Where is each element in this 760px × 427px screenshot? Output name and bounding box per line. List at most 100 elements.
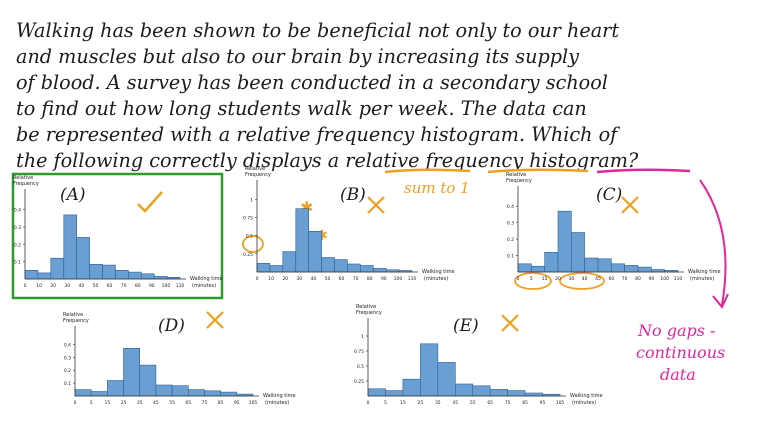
x-tick-label: 15 [400,400,406,406]
histogram-bar [220,391,238,397]
arrow-curve [699,179,727,306]
x-tick-label: 45 [153,400,159,406]
y-axis-label: Relative [356,304,376,310]
circle-annotation [514,272,552,290]
x-tick-label: 110 [408,276,417,282]
question-line: of blood. A survey has been conducted in… [16,71,608,94]
y-tick-label: 0.4 [64,342,71,348]
x-tick-label: 85 [522,400,528,406]
x-tick-label: 90 [149,283,155,289]
x-tick-label: 75 [505,400,511,406]
option-label: (C) [596,185,622,205]
histogram-bar [102,264,116,280]
histogram-bar [584,257,599,273]
x-tick-label: 35 [137,400,143,406]
histogram-bar [472,385,491,397]
y-tick-label: 0.2 [64,368,71,374]
underline-histogram [596,168,691,174]
x-tick-label: 100 [660,276,669,282]
x-axis-label: Walking time [688,269,721,275]
histogram-bar [544,252,559,273]
question-line: to find out how long students walk per w… [16,97,587,120]
y-axis-label: Frequency [506,178,532,184]
x-tick-label: 90 [381,276,387,282]
checkmark-icon [137,191,163,213]
arrow-head-icon [712,293,729,309]
histogram-bar [76,237,90,280]
histogram-bar [402,378,421,397]
underline-relative [384,168,471,174]
histogram-bar [295,208,309,273]
histogram-bar [367,388,386,397]
y-axis-label: Relative [506,172,526,178]
x-axis-label: (minutes) [690,276,714,282]
y-tick-label: 1 [250,197,253,203]
histogram-bar [141,273,155,280]
y-tick-label: 0.5 [357,364,364,370]
x-tick-label: 60 [339,276,345,282]
histogram-bar [454,383,474,397]
x-tick-label: 100 [162,283,171,289]
x-tick-label: 35 [435,400,441,406]
sum-to-1-note: sum to 1 [404,179,470,197]
x-axis-label: Walking time [570,393,603,399]
histogram-bar [282,251,296,273]
y-tick-label: 0.5 [246,234,253,240]
y-tick-label: 0.1 [64,381,71,387]
histogram-bar [437,362,456,397]
x-axis-label: (minutes) [192,283,216,289]
option-label: (A) [60,185,86,205]
underline-frequency [487,168,589,174]
histogram-bar [624,265,639,273]
correct-answer-box [11,172,224,300]
x-tick-label: 40 [78,283,84,289]
x-tick-label: 60 [107,283,113,289]
no-gaps-note-2: continuous [636,343,725,362]
x-tick-label: 70 [353,276,359,282]
x-tick-label: 0 [74,400,77,406]
y-axis-label: Relative [13,175,33,181]
histogram-bar [570,232,585,273]
x-tick-label: 110 [176,283,185,289]
y-tick-label: 0.3 [64,355,71,361]
x-axis-label: (minutes) [265,400,289,406]
histogram-bar [155,384,173,397]
x-tick-label: 40 [310,276,316,282]
histogram-bar [269,265,284,273]
y-tick-label: 0.1 [507,254,514,260]
y-axis-label: Frequency [356,310,382,316]
x-axis-label: Walking time [190,276,223,282]
x-tick-label: 20 [282,276,288,282]
x-tick-label: 95 [234,400,240,406]
histogram-bar [90,391,108,397]
histogram-bar [372,268,387,273]
x-tick-label: 40 [582,276,588,282]
x-tick-label: 30 [64,283,70,289]
cross-icon [367,196,385,214]
x-tick-label: 55 [169,400,175,406]
x-tick-label: 55 [470,400,476,406]
histogram-1: 0.1 0.2 0.3 0.4 0 10 20 30 40 50 60 70 80 90 100 110 Rel… [13,175,223,289]
x-tick-label: 70 [121,283,127,289]
x-tick-label: 30 [568,276,574,282]
y-tick-label: 0.3 [14,225,21,231]
x-axis-label: Walking time [422,269,455,275]
x-tick-label: 75 [202,400,208,406]
y-tick-label: 0.25 [243,252,253,258]
x-tick-label: 0 [517,276,520,282]
x-tick-label: 70 [622,276,628,282]
histogram-3: 0.1 0.2 0.3 0.4 0 5 15 20 30 40 45 60 70 80 90 100 110 Re… [506,172,721,282]
histogram-bar [359,265,374,273]
y-tick-label: 0.4 [14,208,21,214]
histogram-bar [385,390,404,397]
cross-icon [206,311,224,329]
histogram-bar [610,263,625,273]
question-line: the following correctly displays a relat… [16,149,639,172]
histogram-bar [171,385,189,397]
x-tick-label: 105 [249,400,258,406]
x-tick-label: 80 [635,276,641,282]
x-tick-label: 15 [104,400,110,406]
histogram-bar [63,214,77,280]
